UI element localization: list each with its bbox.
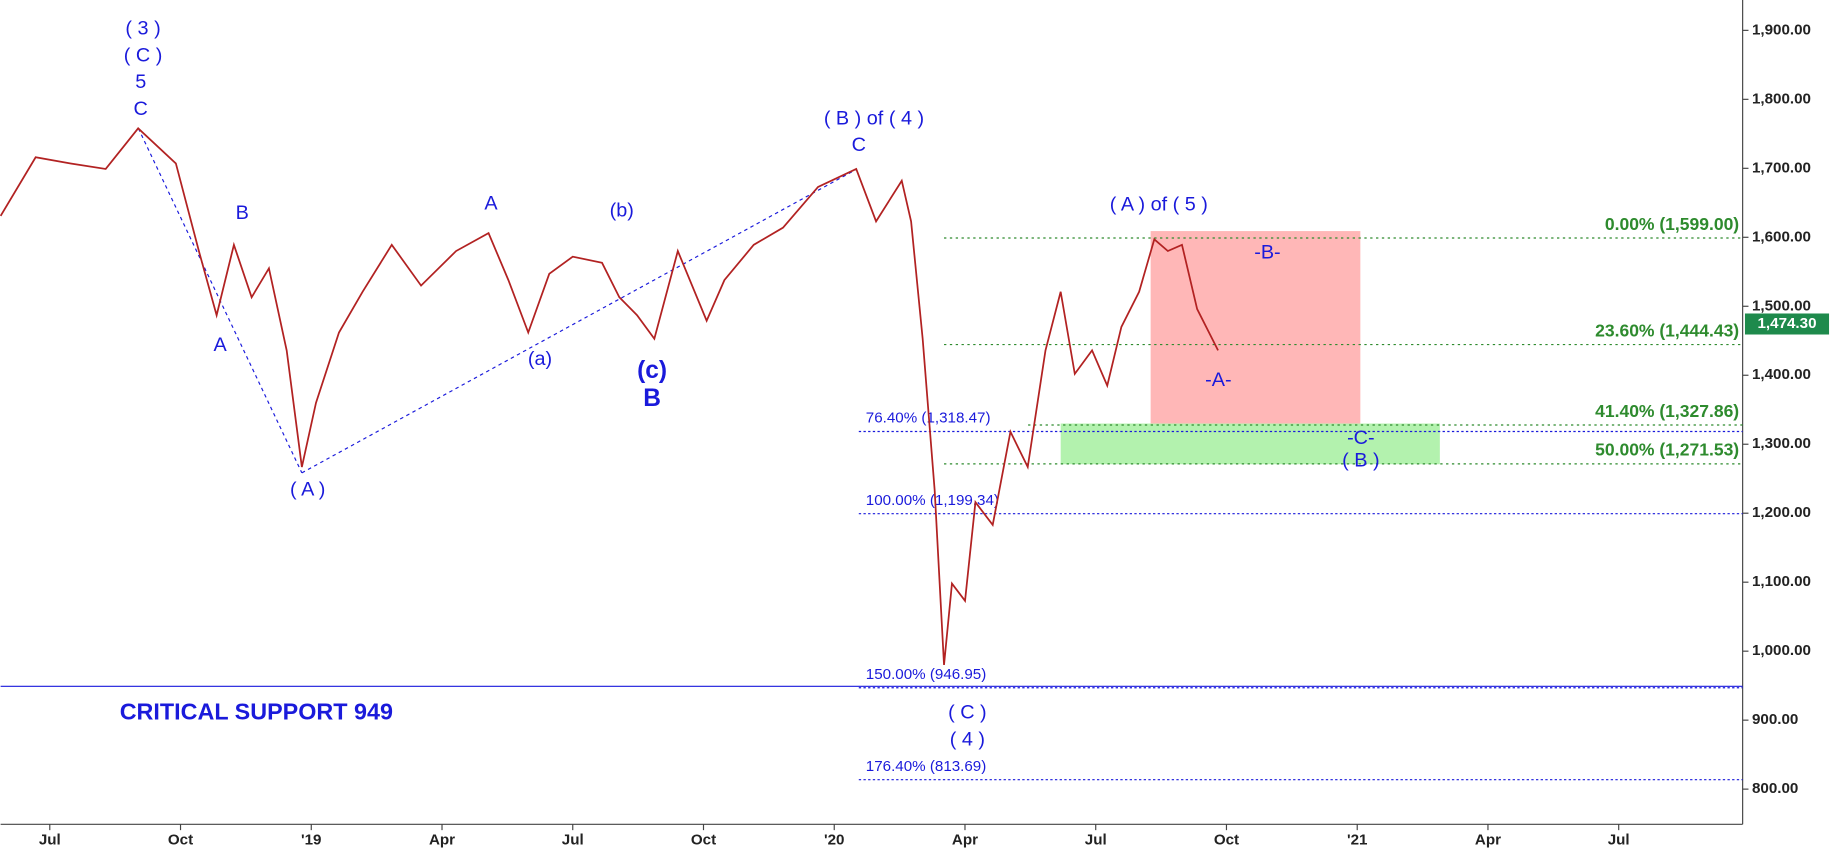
level-label: 100.00% (1,199.34) bbox=[866, 492, 999, 509]
last-price-box bbox=[1744, 313, 1830, 335]
wave-label: A bbox=[214, 334, 228, 356]
wave-label: ( 3 ) bbox=[125, 17, 160, 39]
y-tick-label: 1,300.00 bbox=[1752, 435, 1811, 452]
wave-label: C bbox=[134, 98, 148, 120]
x-tick-label: Jul bbox=[562, 832, 584, 849]
wave-label: (c) bbox=[637, 357, 667, 384]
y-tick-label: 1,600.00 bbox=[1752, 228, 1811, 245]
wave-label: B bbox=[643, 385, 661, 412]
y-tick-label: 1,100.00 bbox=[1752, 573, 1811, 590]
level-label: 41.40% (1,327.86) bbox=[1595, 401, 1739, 421]
last-price-label: 1,474.30 bbox=[1758, 315, 1817, 332]
y-tick-label: 1,000.00 bbox=[1752, 642, 1811, 659]
y-tick-label: 1,800.00 bbox=[1752, 90, 1811, 107]
y-tick-label: 900.00 bbox=[1752, 711, 1798, 728]
x-tick-label: Oct bbox=[168, 832, 193, 849]
y-tick-label: 1,200.00 bbox=[1752, 504, 1811, 521]
wave-label: (a) bbox=[528, 348, 552, 370]
wave-label: ( C ) bbox=[948, 702, 987, 724]
wave-label: -C- bbox=[1347, 427, 1375, 449]
wave-label: A bbox=[484, 193, 498, 215]
x-tick-label: Oct bbox=[1214, 832, 1239, 849]
price-line bbox=[0, 127, 1219, 666]
wave-label: -B- bbox=[1254, 242, 1280, 264]
x-tick-label: '21 bbox=[1347, 832, 1367, 849]
trend-line bbox=[301, 168, 857, 474]
y-tick-label: 1,500.00 bbox=[1752, 297, 1811, 314]
level-label: 176.40% (813.69) bbox=[866, 758, 987, 775]
wave-label: 5 bbox=[135, 71, 146, 93]
wave-label: C bbox=[852, 134, 866, 156]
x-tick-label: Apr bbox=[1475, 832, 1501, 849]
x-tick-label: '19 bbox=[301, 832, 321, 849]
wave-label: B bbox=[236, 202, 249, 224]
x-tick-label: Apr bbox=[429, 832, 455, 849]
level-label: 150.00% (946.95) bbox=[866, 666, 987, 683]
x-tick-label: Oct bbox=[691, 832, 716, 849]
wave-label: ( 4 ) bbox=[950, 728, 985, 750]
level-label: 0.00% (1,599.00) bbox=[1605, 214, 1739, 234]
wave-label: ( A ) of ( 5 ) bbox=[1110, 194, 1208, 216]
x-tick-label: Jul bbox=[1085, 832, 1107, 849]
level-label: 50.00% (1,271.53) bbox=[1595, 440, 1739, 460]
wave-label: ( B ) bbox=[1342, 449, 1379, 471]
zone bbox=[1060, 423, 1440, 465]
y-tick-label: 800.00 bbox=[1752, 780, 1798, 797]
x-tick-label: Jul bbox=[39, 832, 61, 849]
y-tick-label: 1,900.00 bbox=[1752, 21, 1811, 38]
support-label: CRITICAL SUPPORT 949 bbox=[120, 699, 393, 725]
wave-label: ( C ) bbox=[124, 44, 163, 66]
y-tick-label: 1,400.00 bbox=[1752, 366, 1811, 383]
wave-label: -A- bbox=[1205, 369, 1231, 391]
wave-label: (b) bbox=[610, 200, 634, 222]
wave-label: ( B ) of ( 4 ) bbox=[824, 107, 924, 129]
x-tick-label: Apr bbox=[952, 832, 978, 849]
x-tick-label: '20 bbox=[824, 832, 844, 849]
y-tick-label: 1,700.00 bbox=[1752, 159, 1811, 176]
x-tick-label: Jul bbox=[1608, 832, 1630, 849]
level-label: 23.60% (1,444.43) bbox=[1595, 320, 1739, 340]
wave-label: ( A ) bbox=[290, 479, 325, 501]
